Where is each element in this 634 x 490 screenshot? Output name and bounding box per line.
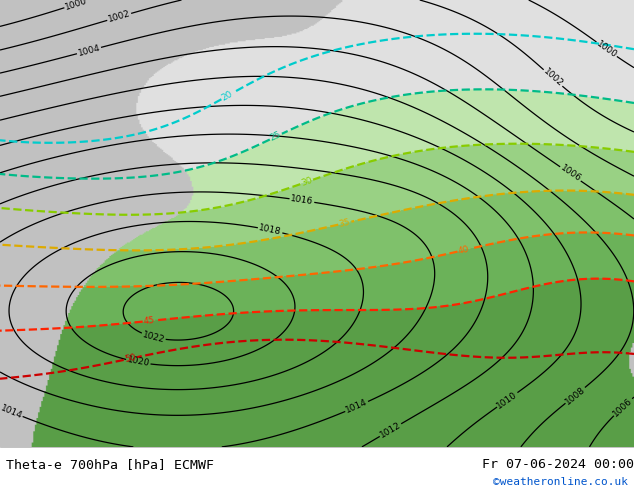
Text: 50: 50 bbox=[124, 353, 137, 364]
Text: 1008: 1008 bbox=[564, 385, 587, 406]
Text: Fr 07-06-2024 00:00 UTC (00+00): Fr 07-06-2024 00:00 UTC (00+00) bbox=[482, 458, 634, 470]
Text: 1012: 1012 bbox=[378, 420, 403, 440]
Text: 20: 20 bbox=[220, 89, 235, 103]
Text: 1020: 1020 bbox=[126, 356, 150, 368]
Text: ©weatheronline.co.uk: ©weatheronline.co.uk bbox=[493, 477, 628, 487]
Text: 1004: 1004 bbox=[77, 43, 101, 58]
Text: 25: 25 bbox=[269, 130, 283, 143]
Text: 1014: 1014 bbox=[0, 403, 23, 420]
Text: 1016: 1016 bbox=[290, 195, 314, 207]
Text: 1000: 1000 bbox=[595, 39, 619, 60]
Text: 1002: 1002 bbox=[541, 67, 564, 89]
Text: 1006: 1006 bbox=[611, 396, 634, 418]
Text: 30: 30 bbox=[300, 176, 314, 188]
Text: 1000: 1000 bbox=[64, 0, 89, 12]
Text: 1014: 1014 bbox=[344, 398, 369, 415]
Text: 45: 45 bbox=[143, 316, 155, 326]
Text: 1010: 1010 bbox=[495, 390, 519, 410]
Text: 35: 35 bbox=[338, 218, 351, 229]
Text: Theta-e 700hPa [hPa] ECMWF: Theta-e 700hPa [hPa] ECMWF bbox=[6, 458, 214, 470]
Text: 1002: 1002 bbox=[107, 9, 131, 24]
Text: 1022: 1022 bbox=[141, 330, 165, 344]
Text: 40: 40 bbox=[458, 245, 470, 256]
Text: 1006: 1006 bbox=[559, 164, 583, 184]
Text: 1018: 1018 bbox=[258, 223, 282, 237]
